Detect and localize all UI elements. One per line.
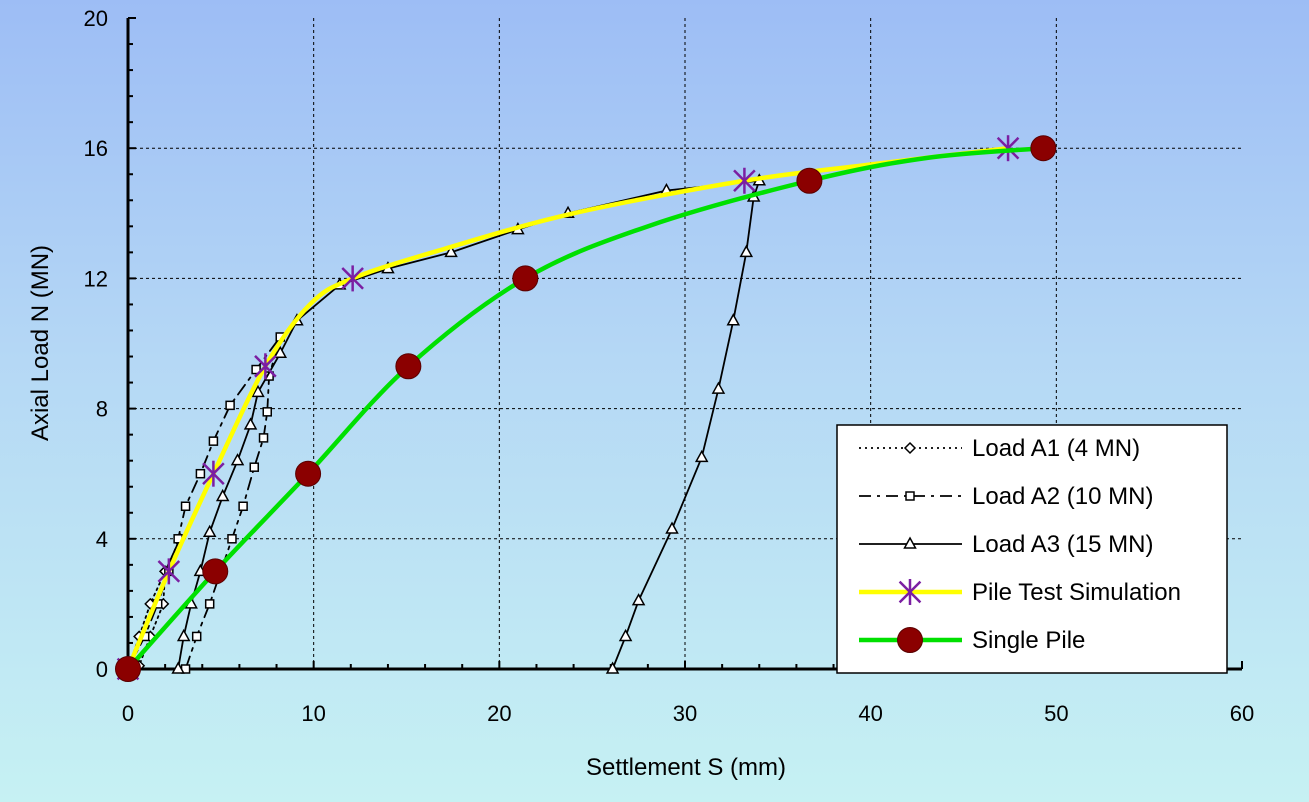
x-tick-label: 60: [1230, 701, 1254, 726]
square-marker: [208, 436, 219, 446]
x-tick-label: 50: [1044, 701, 1068, 726]
circle-marker: [897, 627, 923, 653]
triangle-marker: [171, 661, 185, 674]
triangle-marker: [605, 661, 620, 674]
triangle-marker: [618, 628, 633, 642]
legend-label: Pile Test Simulation: [972, 579, 1181, 606]
triangle-marker: [202, 524, 217, 538]
x-tick-label: 30: [673, 701, 697, 726]
circle-marker: [295, 460, 322, 487]
square-marker: [204, 599, 215, 609]
legend-label: Load A2 (10 MN): [972, 483, 1153, 510]
x-tick-label: 40: [858, 701, 882, 726]
triangle-marker: [739, 244, 754, 258]
legend-item: Single Pile: [859, 627, 1085, 654]
y-tick-label: 20: [84, 6, 108, 31]
square-marker: [238, 501, 248, 511]
square-marker: [905, 491, 915, 501]
square-marker: [249, 462, 260, 472]
circle-marker: [512, 265, 539, 292]
x-tick-label: 10: [301, 701, 325, 726]
triangle-marker: [230, 453, 245, 466]
y-tick-label: 16: [84, 136, 108, 161]
diamond-marker: [903, 441, 917, 455]
square-marker: [251, 364, 261, 375]
legend-label: Load A3 (15 MN): [972, 531, 1153, 558]
triangle-marker: [176, 628, 191, 642]
square-marker: [227, 534, 237, 544]
asterisk-marker: [996, 135, 1020, 162]
square-marker: [258, 433, 269, 443]
triangle-marker: [711, 381, 726, 394]
asterisk-marker: [157, 558, 181, 585]
legend-item: Load A1 (4 MN): [859, 435, 1140, 462]
x-tick-label: 0: [122, 701, 134, 726]
triangle-marker: [631, 593, 646, 606]
y-axis-label: Axial Load N (MN): [27, 245, 54, 441]
circle-marker: [395, 353, 422, 380]
asterisk-marker: [898, 579, 922, 605]
asterisk-marker: [341, 265, 364, 292]
triangle-marker: [694, 449, 709, 463]
asterisk-marker: [254, 353, 277, 380]
series-layer: [115, 135, 1057, 682]
triangle-marker: [243, 417, 258, 430]
square-marker: [262, 407, 272, 417]
axes: 0 10 20 30 40 50 60 0 4 8 12 16 20: [84, 6, 1255, 726]
x-tick-label: 20: [487, 701, 511, 726]
y-tick-label: 12: [84, 266, 108, 291]
triangle-marker: [665, 521, 679, 534]
y-tick-label: 4: [96, 527, 108, 552]
series-4: [115, 135, 1057, 682]
triangle-marker: [903, 536, 917, 549]
asterisk-marker: [733, 167, 756, 194]
asterisk-marker: [202, 460, 225, 487]
legend-label: Single Pile: [972, 627, 1085, 654]
series-line: [177, 179, 761, 670]
square-marker: [195, 468, 206, 479]
y-tick-label: 0: [96, 657, 108, 682]
legend-item: Load A2 (10 MN): [859, 483, 1153, 510]
triangle-marker: [726, 313, 741, 326]
y-tick-label: 8: [96, 397, 108, 422]
series-2: [171, 173, 767, 674]
circle-marker: [115, 656, 141, 682]
legend-label: Load A1 (4 MN): [972, 435, 1140, 462]
triangle-marker: [444, 244, 458, 258]
triangle-marker: [273, 345, 288, 359]
square-marker: [191, 631, 202, 642]
circle-marker: [796, 167, 823, 194]
square-marker: [225, 400, 235, 411]
triangle-marker: [215, 488, 230, 502]
legend: Load A1 (4 MN) Load A2 (10 MN) Load A3 (15…: [836, 424, 1228, 674]
circle-marker: [1030, 135, 1057, 162]
triangle-marker: [251, 384, 265, 398]
circle-marker: [202, 558, 229, 585]
legend-item: Pile Test Simulation: [859, 579, 1181, 606]
square-marker: [180, 501, 191, 511]
x-axis-label: Settlement S (mm): [586, 754, 786, 781]
legend-item: Load A3 (15 MN): [859, 531, 1153, 558]
